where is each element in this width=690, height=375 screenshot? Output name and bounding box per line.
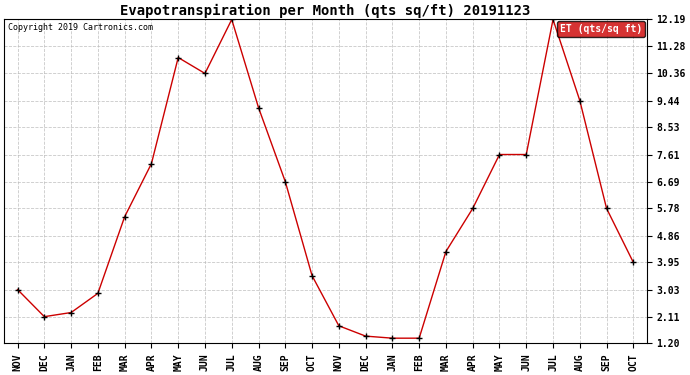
Text: Copyright 2019 Cartronics.com: Copyright 2019 Cartronics.com: [8, 23, 152, 32]
Legend: ET (qts/sq ft): ET (qts/sq ft): [557, 21, 644, 37]
Title: Evapotranspiration per Month (qts sq/ft) 20191123: Evapotranspiration per Month (qts sq/ft)…: [120, 4, 531, 18]
